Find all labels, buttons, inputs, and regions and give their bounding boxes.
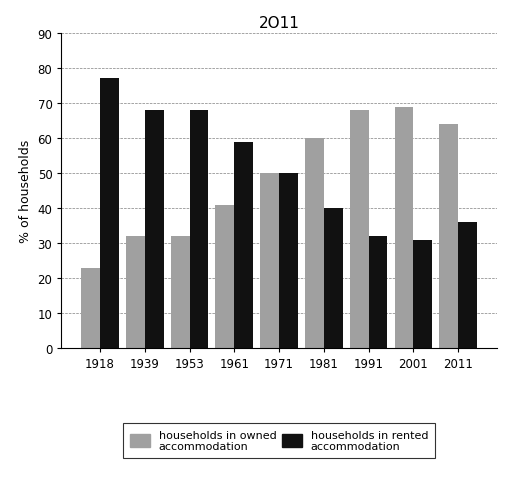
Bar [81, 268, 100, 348]
Bar [279, 174, 298, 348]
Bar [145, 111, 163, 348]
Bar [439, 125, 458, 348]
Legend: households in owned
accommodation, households in rented
accommodation: households in owned accommodation, house… [123, 423, 435, 458]
Bar [216, 205, 234, 348]
Bar [413, 240, 432, 348]
Bar [234, 142, 253, 348]
Bar [395, 107, 413, 348]
Bar [369, 237, 388, 348]
Bar [126, 237, 145, 348]
Bar [100, 79, 119, 348]
Bar [458, 223, 477, 348]
Bar [350, 111, 369, 348]
Bar [189, 111, 208, 348]
Bar [324, 209, 343, 348]
Bar [170, 237, 189, 348]
Bar [260, 174, 279, 348]
Bar [305, 139, 324, 348]
Y-axis label: % of households: % of households [19, 140, 32, 242]
Title: 2O11: 2O11 [259, 16, 300, 31]
